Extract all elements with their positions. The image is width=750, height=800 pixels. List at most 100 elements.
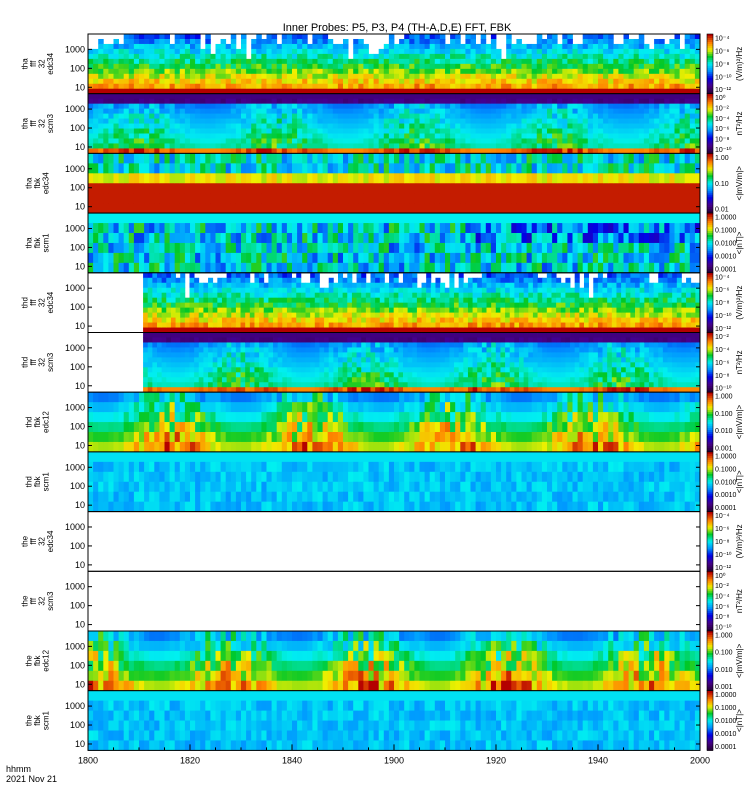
colorbar-tick-label: 0.100 [715,650,733,657]
y-tick-label: 100 [70,720,85,730]
y-axis-the-fbk-scm1: 1000 100 10 [65,701,700,749]
panel-stack: 100010010thafff32edc3410⁻⁴10⁻⁶10⁻⁸10⁻¹⁰1… [20,33,744,751]
colorbar-tick-label: 1.00 [715,155,729,162]
spectrogram-thd-fff32-scm3 [143,332,701,393]
y-tick-label: 10 [75,620,85,630]
colorbar-the-fbk-edc12: 1.000 0.100 0.010 0.001<|mV/m|> [706,630,744,691]
y-tick-label: 1000 [65,104,85,114]
y-tick-label: 100 [70,123,85,133]
colorbar-tick-label: 0.0010 [715,253,737,260]
y-tick-label: 100 [70,481,85,491]
colorbar-tick-label: 0.001 [715,445,733,452]
spectrogram-tha-fbk-scm1 [88,213,701,274]
x-tick-label: 1900 [384,755,404,765]
colorbar-thd-fbk-edc12: 1.000 0.100 0.010 0.001<|mV/m|> [706,391,744,452]
y-tick-label: 100 [70,242,85,252]
spectrogram-the-fbk-scm1 [88,690,701,751]
spectrogram-tha-fbk-edc34 [88,153,701,214]
colorbar-tick-label: 10⁻⁴ [715,513,730,520]
colorbar-tha-fbk-scm1: 1.0000 0.1000 0.0100 0.0010 0.0001 <|nT|> [706,212,744,273]
y-tick-label: 100 [70,422,85,432]
y-axis-tha-fbk-scm1: 1000 100 10 [65,223,700,271]
panel-thd-fbk-edc12: 1000 100 10 thdfbkedc12 1.000 0.100 0.010 0.001… [25,391,744,453]
colorbar-tick-label: 0.0100 [715,240,737,247]
panel-the-fff32-edc34: 100010010thefff32edc3410⁻⁴10⁻⁶10⁻⁸10⁻¹⁰1… [20,511,744,572]
y-tick-label: 10 [75,82,85,92]
colorbar-units-thd-fff32-edc34: (V/m)²/Hz [735,286,744,320]
x-tick-label: 2000 [690,755,710,765]
colorbar-units-the-fbk-scm1: <|nT|> [735,709,744,732]
colorbar-the-fff32-edc34: 10⁻⁴ 10⁻⁶ 10⁻⁸ 10⁻¹⁰ 10⁻¹²(V/m)²/Hz [706,511,744,572]
colorbar-tick-label: 0.0010 [715,731,737,738]
y-tick-label: 10 [75,321,85,331]
y-tick-label: 1000 [65,522,85,532]
colorbar-tick-label: 1.000 [715,394,733,401]
y-tick-label: 1000 [65,701,85,711]
colorbar-units-tha-fbk-edc34: <|mV/m|> [735,166,744,201]
y-axis-the-fff32-scm3: 1000 100 10 [65,582,700,630]
y-tick-label: 10 [75,679,85,689]
colorbar-tha-fff32-scm3: 10⁰ 10⁻² 10⁻⁴ 10⁻⁶ 10⁻⁸ 10⁻¹⁰ nT²/Hz [706,93,744,154]
colorbar-tick-label: 10⁻⁶ [715,287,729,294]
colorbar-units-tha-fff32-edc34: (V/m)²/Hz [735,47,744,81]
colorbar-tick-label: 10⁻⁴ [715,347,730,354]
colorbar-tick-label: 10⁻¹⁰ [715,385,732,393]
colorbar-tick-label: 0.0100 [715,718,737,725]
panel-label-the-fff32-edc34: thefff32edc34 [20,530,55,552]
panel-label-tha-fff32-scm3: thafff32scm3 [20,113,55,133]
y-axis-thd-fbk-scm1: 1000 100 10 [65,462,700,510]
panel-tha-fbk-edc34: 1000 100 10 thafbkedc34 1.00 0.10 0.01 <|mV/m|> [25,152,744,214]
y-tick-label: 1000 [65,403,85,413]
colorbar-tick-label: 10⁻² [715,106,729,113]
colorbar-tick-label: 10⁻⁸ [715,61,729,68]
colorbar-units-tha-fbk-scm1: <|nT|> [735,231,744,254]
colorbar-tick-label: 10⁻¹⁰ [715,73,732,81]
colorbar-units-thd-fbk-scm1: <|nT|> [735,470,744,493]
colorbar-tick-label: 10⁰ [715,94,726,102]
y-tick-label: 1000 [65,164,85,174]
panel-tha-fff32-scm3: 1000 100 10 thafff32scm3 10⁰ 10⁻² 10⁻⁴ 10⁻⁶ 10⁻⁸… [20,93,744,154]
colorbar-units-thd-fbk-edc12: <|mV/m|> [735,405,744,440]
y-tick-label: 10 [75,381,85,391]
y-tick-label: 1000 [65,462,85,472]
panel-label-thd-fbk-edc12: thdfbkedc12 [25,411,51,433]
y-axis-tha-fff32-edc34: 1000 100 10 [65,44,700,92]
panel-thd-fff32-edc34: 100010010thdfff32edc3410⁻⁴10⁻⁶10⁻⁸10⁻¹⁰1… [20,272,744,333]
spectrogram-tha-fff32-scm3 [88,93,701,154]
colorbar-tick-label: 10⁻¹² [715,87,732,94]
colorbar-tick-label: 10⁻² [715,334,729,341]
colorbar-tick-label: 10⁻⁸ [715,373,729,380]
y-axis-the-fff32-edc34: 1000 100 10 [65,522,700,570]
x-tick-label: 1840 [282,755,302,765]
spectrogram-the-fbk-edc12 [88,631,701,692]
colorbar-tick-label: 0.0001 [715,266,737,273]
colorbar-tick-label: 0.0010 [715,492,737,499]
colorbar-tha-fbk-edc34: 1.00 0.10 0.01 <|mV/m|> [706,153,744,214]
spectrogram-thd-fff32-edc34 [143,272,701,333]
colorbar-tick-label: 10⁻⁴ [715,116,730,123]
x-tick-label: 1800 [78,755,98,765]
colorbar-tick-label: 10⁻⁶ [715,526,729,533]
colorbar-units-the-fff32-edc34: (V/m)²/Hz [735,524,744,558]
panel-label-tha-fbk-edc34: thafbkedc34 [25,172,51,194]
y-tick-label: 10 [75,739,85,749]
colorbar-tick-label: 10⁻⁴ [715,274,730,281]
colorbar-units-thd-fff32-scm3: nT²/Hz [735,350,744,374]
colorbar-tick-label: 10⁻⁸ [715,300,729,307]
colorbar-tick-label: 10⁰ [715,572,726,580]
y-axis-tha-fff32-scm3: 1000 100 10 [65,104,700,152]
colorbar-tick-label: 1.000 [715,633,733,640]
time-axis: 1800 1820 1840 1900 1920 1940 2000 [78,744,710,765]
colorbar-tick-label: 0.001 [715,684,733,691]
y-tick-label: 1000 [65,343,85,353]
panel-label-the-fbk-edc12: thefbkedc12 [25,649,51,671]
panel-the-fff32-scm3: 1000 100 10 thefff32scm3 10⁰ 10⁻² 10⁻⁴ 10⁻⁶ 10⁻⁸… [20,570,744,632]
y-tick-label: 100 [70,541,85,551]
colorbar-tick-label: 10⁻⁸ [715,539,729,546]
colorbar-tick-label: 10⁻¹⁰ [715,312,732,320]
colorbar-thd-fbk-scm1: 1.0000 0.1000 0.0100 0.0010 0.0001 <|nT|> [706,451,744,512]
y-axis-thd-fff32-edc34: 1000 100 10 [65,283,700,331]
panel-tha-fbk-scm1: 1000 100 10 thafbkscm1 1.0000 0.1000 0.0100 0.0… [25,212,744,274]
colorbar-tick-label: 10⁻¹⁰ [715,146,732,154]
figure-title: Inner Probes: P5, P3, P4 (TH-A,D,E) FFT,… [283,22,512,34]
